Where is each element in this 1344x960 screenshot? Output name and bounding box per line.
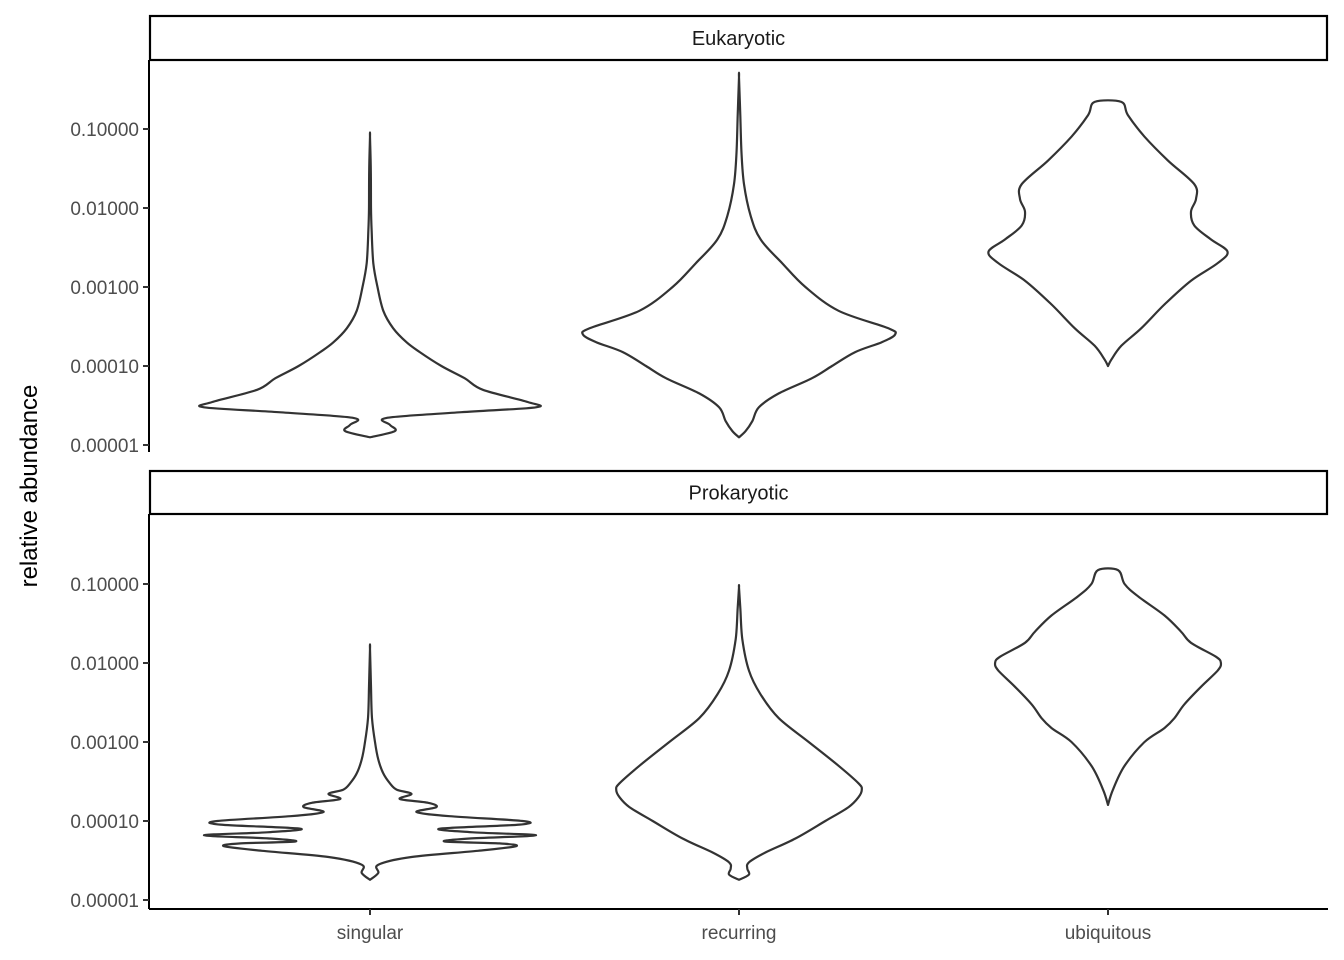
y-tick-label: 0.00100 (70, 278, 139, 299)
violin-singular (198, 131, 542, 439)
x-tick-label-recurring: recurring (702, 923, 777, 944)
facet-strip-label: Eukaryotic (692, 28, 785, 50)
violin-ubiquitous (987, 99, 1229, 368)
y-tick-label: 0.00100 (70, 733, 139, 754)
y-tick-label: 0.00001 (70, 436, 139, 457)
facet-strip (148, 469, 1329, 516)
y-tick-label: 0.01000 (70, 199, 139, 220)
y-tick-label: 0.00001 (70, 891, 139, 912)
x-tick-label-singular: singular (337, 923, 404, 944)
violin-ubiquitous (993, 567, 1223, 806)
facet-strip (148, 14, 1329, 62)
facets-layer: Eukaryotic 0.00001 0.00010 0.00100 0.01000 0.… (70, 14, 1329, 944)
y-tick-label: 0.00010 (70, 357, 139, 378)
y-tick-label: 0.01000 (70, 654, 139, 675)
facet-strip-label: Prokaryotic (688, 483, 788, 505)
facet-eukaryotic: Eukaryotic 0.00001 0.00010 0.00100 0.01000 0.… (70, 14, 1329, 457)
y-tick-label: 0.10000 (70, 120, 139, 141)
facet-prokaryotic: Prokaryotic 0.00001 0.00010 0.00100 0.01000 0… (70, 469, 1329, 944)
violin-singular (202, 643, 538, 881)
violin-recurring (615, 584, 863, 881)
x-tick-label-ubiquitous: ubiquitous (1065, 923, 1152, 944)
y-tick-label: 0.00010 (70, 812, 139, 833)
y-axis-title: relative abundance (16, 385, 43, 588)
violin-recurring (581, 71, 897, 439)
y-tick-label: 0.10000 (70, 575, 139, 596)
